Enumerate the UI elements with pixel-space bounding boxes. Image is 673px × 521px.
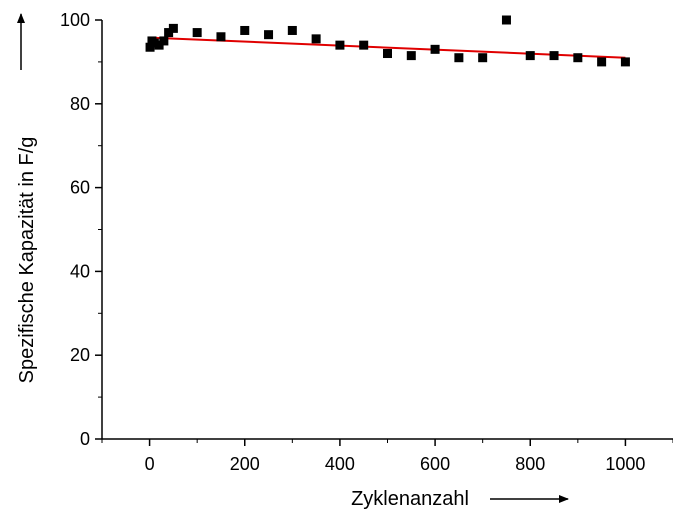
y-tick-label: 0 [80,429,90,449]
y-tick-label: 40 [70,261,90,281]
data-point [454,53,464,63]
data-point [216,32,226,42]
data-points-layer [145,15,630,67]
y-tick-label: 100 [60,10,90,30]
data-point [287,25,297,35]
data-point [164,28,174,38]
fit-line-layer [149,36,626,59]
y-axis-ticks: 0 20 40 60 80 100 [60,10,102,449]
x-tick-label: 400 [325,454,355,474]
data-point [335,40,345,50]
y-tick-label: 80 [70,94,90,114]
data-point [168,23,178,33]
data-point [597,57,607,67]
data-point [573,53,583,63]
y-axis-title: Spezifische Kapazität in F/g [16,137,38,384]
x-tick-label: 800 [515,454,545,474]
data-point [159,36,169,46]
x-tick-label: 200 [230,454,260,474]
data-point [549,51,559,61]
x-axis-ticks: 0 200 400 600 800 1000 [101,439,673,474]
data-point [359,40,369,50]
x-tick-label: 1000 [605,454,645,474]
data-point [383,49,392,59]
data-point [430,44,440,54]
data-point [311,34,321,44]
data-point [525,51,535,61]
data-point [501,15,511,25]
data-point [478,53,488,63]
data-point [264,30,274,40]
data-point [149,38,159,48]
data-point [192,28,202,38]
data-point [406,51,416,61]
data-point [240,25,250,35]
plot-frame [102,20,673,439]
x-axis-title: Zyklenanzahl [351,488,469,510]
x-tick-label: 0 [145,454,155,474]
x-tick-label: 600 [420,454,450,474]
data-point [620,57,630,67]
y-tick-label: 20 [70,345,90,365]
y-tick-label: 60 [70,178,90,198]
fit-line [149,36,626,59]
data-point [154,40,164,50]
